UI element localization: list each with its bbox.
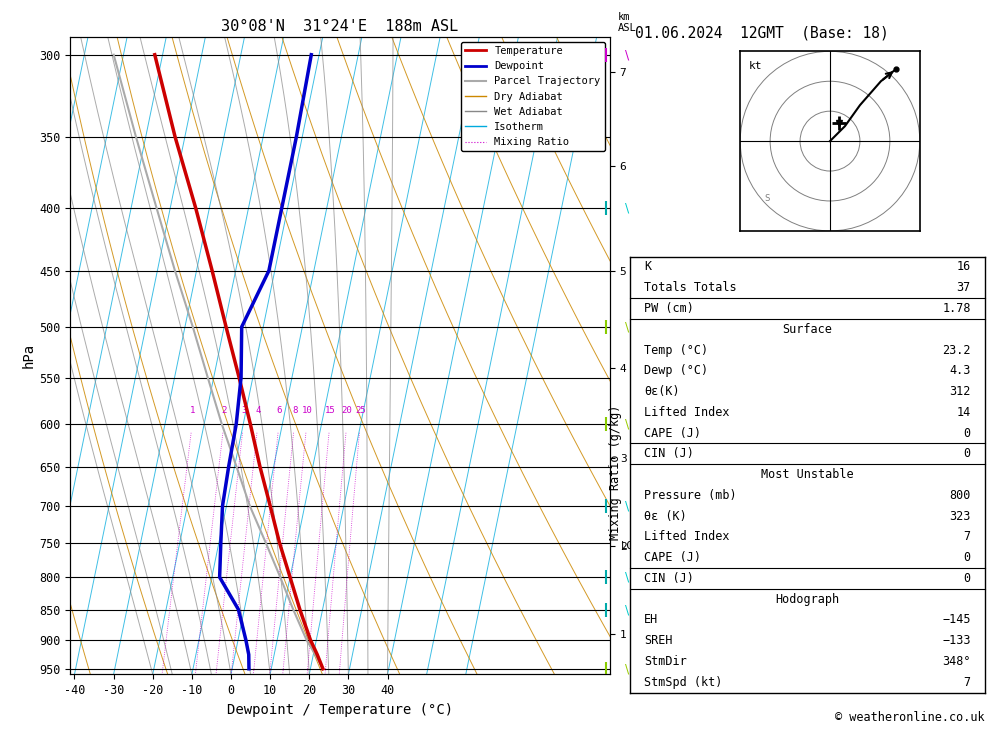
Text: Dewp (°C): Dewp (°C) (644, 364, 708, 377)
Text: Totals Totals: Totals Totals (644, 281, 737, 294)
Text: 2: 2 (222, 406, 227, 415)
Text: 1.78: 1.78 (942, 302, 971, 315)
Text: Lifted Index: Lifted Index (644, 406, 730, 419)
Text: EH: EH (644, 614, 658, 627)
Text: Most Unstable: Most Unstable (761, 468, 854, 481)
Text: CAPE (J): CAPE (J) (644, 427, 701, 440)
Text: 0: 0 (964, 572, 971, 585)
Text: \: \ (625, 603, 629, 616)
Text: CIN (J): CIN (J) (644, 572, 694, 585)
Text: CAPE (J): CAPE (J) (644, 551, 701, 564)
Text: 3: 3 (241, 406, 247, 415)
Text: 01.06.2024  12GMT  (Base: 18): 01.06.2024 12GMT (Base: 18) (635, 26, 889, 40)
Text: StmDir: StmDir (644, 655, 687, 668)
Text: CIN (J): CIN (J) (644, 447, 694, 460)
Text: © weatheronline.co.uk: © weatheronline.co.uk (835, 711, 985, 724)
Text: Surface: Surface (783, 323, 832, 336)
X-axis label: Dewpoint / Temperature (°C): Dewpoint / Temperature (°C) (227, 703, 453, 717)
Text: 20: 20 (342, 406, 353, 415)
Text: 0: 0 (964, 447, 971, 460)
Text: 6: 6 (277, 406, 282, 415)
Text: 8: 8 (292, 406, 298, 415)
Text: 15: 15 (325, 406, 336, 415)
Text: 4.3: 4.3 (949, 364, 971, 377)
Text: 323: 323 (949, 509, 971, 523)
Text: Hodograph: Hodograph (775, 593, 840, 605)
Text: −133: −133 (942, 634, 971, 647)
Text: StmSpd (kt): StmSpd (kt) (644, 676, 723, 689)
Text: 0: 0 (964, 551, 971, 564)
Text: \: \ (625, 418, 629, 430)
Text: θε(K): θε(K) (644, 385, 680, 398)
Text: SREH: SREH (644, 634, 673, 647)
Text: km
ASL: km ASL (618, 12, 637, 34)
Text: \: \ (625, 48, 629, 62)
Text: 312: 312 (949, 385, 971, 398)
Text: Lifted Index: Lifted Index (644, 531, 730, 543)
Text: 14: 14 (957, 406, 971, 419)
Text: 37: 37 (957, 281, 971, 294)
Text: 7: 7 (964, 531, 971, 543)
Y-axis label: hPa: hPa (22, 343, 36, 368)
Title: 30°08'N  31°24'E  188m ASL: 30°08'N 31°24'E 188m ASL (221, 19, 459, 34)
Text: Temp (°C): Temp (°C) (644, 344, 708, 356)
Text: 7: 7 (964, 676, 971, 689)
Text: S: S (764, 194, 770, 203)
Text: 10: 10 (302, 406, 313, 415)
Text: K: K (644, 260, 651, 273)
Text: \: \ (625, 202, 629, 215)
Text: PW (cm): PW (cm) (644, 302, 694, 315)
Text: 23.2: 23.2 (942, 344, 971, 356)
Text: 1: 1 (190, 406, 195, 415)
Text: 348°: 348° (942, 655, 971, 668)
Text: 0: 0 (964, 427, 971, 440)
Text: kt: kt (749, 62, 763, 71)
Text: LCL: LCL (621, 542, 640, 551)
Text: θε (K): θε (K) (644, 509, 687, 523)
Text: 16: 16 (957, 260, 971, 273)
Text: Mixing Ratio (g/kg): Mixing Ratio (g/kg) (608, 405, 622, 540)
Text: 4: 4 (256, 406, 261, 415)
Text: \: \ (625, 500, 629, 512)
Text: \: \ (625, 571, 629, 583)
Legend: Temperature, Dewpoint, Parcel Trajectory, Dry Adiabat, Wet Adiabat, Isotherm, Mi: Temperature, Dewpoint, Parcel Trajectory… (461, 42, 605, 152)
Text: −145: −145 (942, 614, 971, 627)
Text: \: \ (625, 320, 629, 334)
Text: \: \ (625, 663, 629, 675)
Text: 25: 25 (355, 406, 366, 415)
Text: 800: 800 (949, 489, 971, 502)
Text: Pressure (mb): Pressure (mb) (644, 489, 737, 502)
